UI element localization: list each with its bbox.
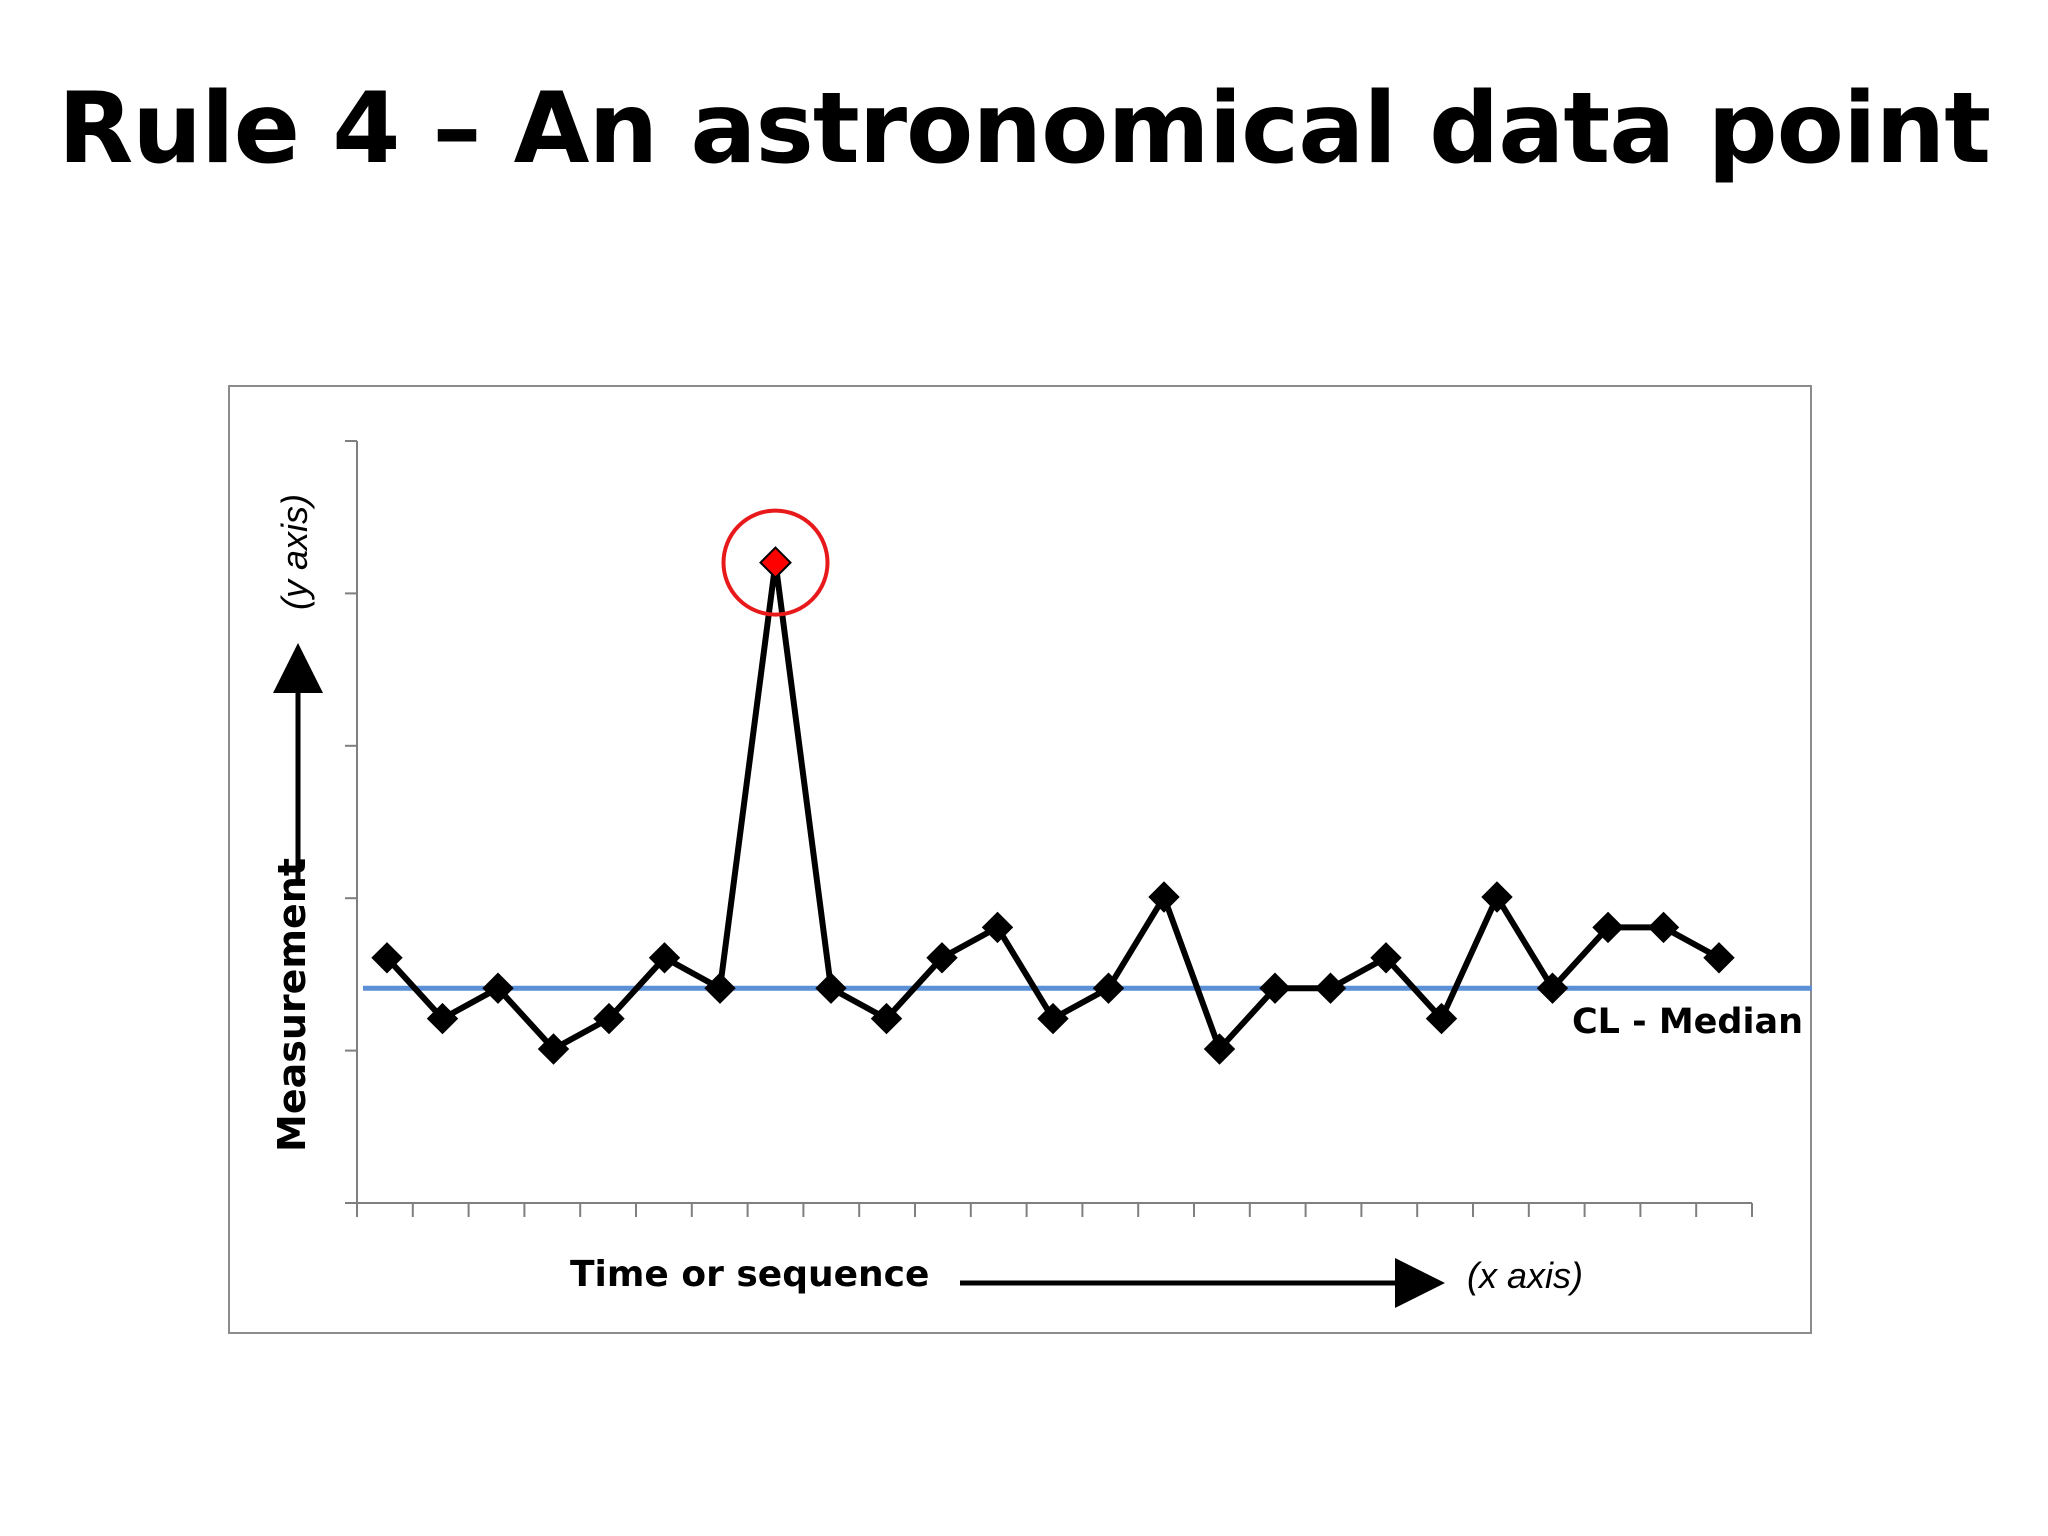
y-axis-note: (y axis) [274,494,315,610]
data-point [926,942,958,974]
data-point [1703,942,1735,974]
outlier-highlight-circle [721,508,830,617]
data-point [981,911,1014,944]
series-markers [371,546,1735,1065]
data-point [1481,881,1513,913]
data-point [1203,1033,1236,1065]
x-axis-label: Time or sequence [570,1254,929,1295]
data-point [482,972,514,1004]
data-point [1092,972,1125,1004]
data-point [1370,942,1402,974]
data-point [1536,972,1569,1004]
data-point [537,1033,570,1065]
data-point [371,942,403,974]
y-axis-label: Measurement [270,858,314,1152]
data-point [1148,881,1180,913]
data-point [648,942,681,974]
y-axis-ticks [345,440,357,1204]
data-point [815,972,847,1004]
data-point-outlier [759,546,792,580]
slide-title: Rule 4 – An astronomical data point [57,72,1991,186]
data-point [1259,972,1291,1004]
x-axis-note: (x axis) [1467,1255,1583,1296]
data-point [1314,972,1347,1004]
x-axis-ticks [356,1203,1753,1217]
data-point [426,1002,459,1035]
data-point [1592,911,1624,944]
data-point [870,1002,903,1035]
data-point [1647,911,1680,944]
data-point [1037,1002,1069,1035]
center-line-label: CL - Median [1572,1002,1803,1042]
chart-frame [228,385,1812,1334]
data-point [1425,1002,1458,1035]
data-point [593,1002,625,1035]
data-point [704,972,736,1004]
